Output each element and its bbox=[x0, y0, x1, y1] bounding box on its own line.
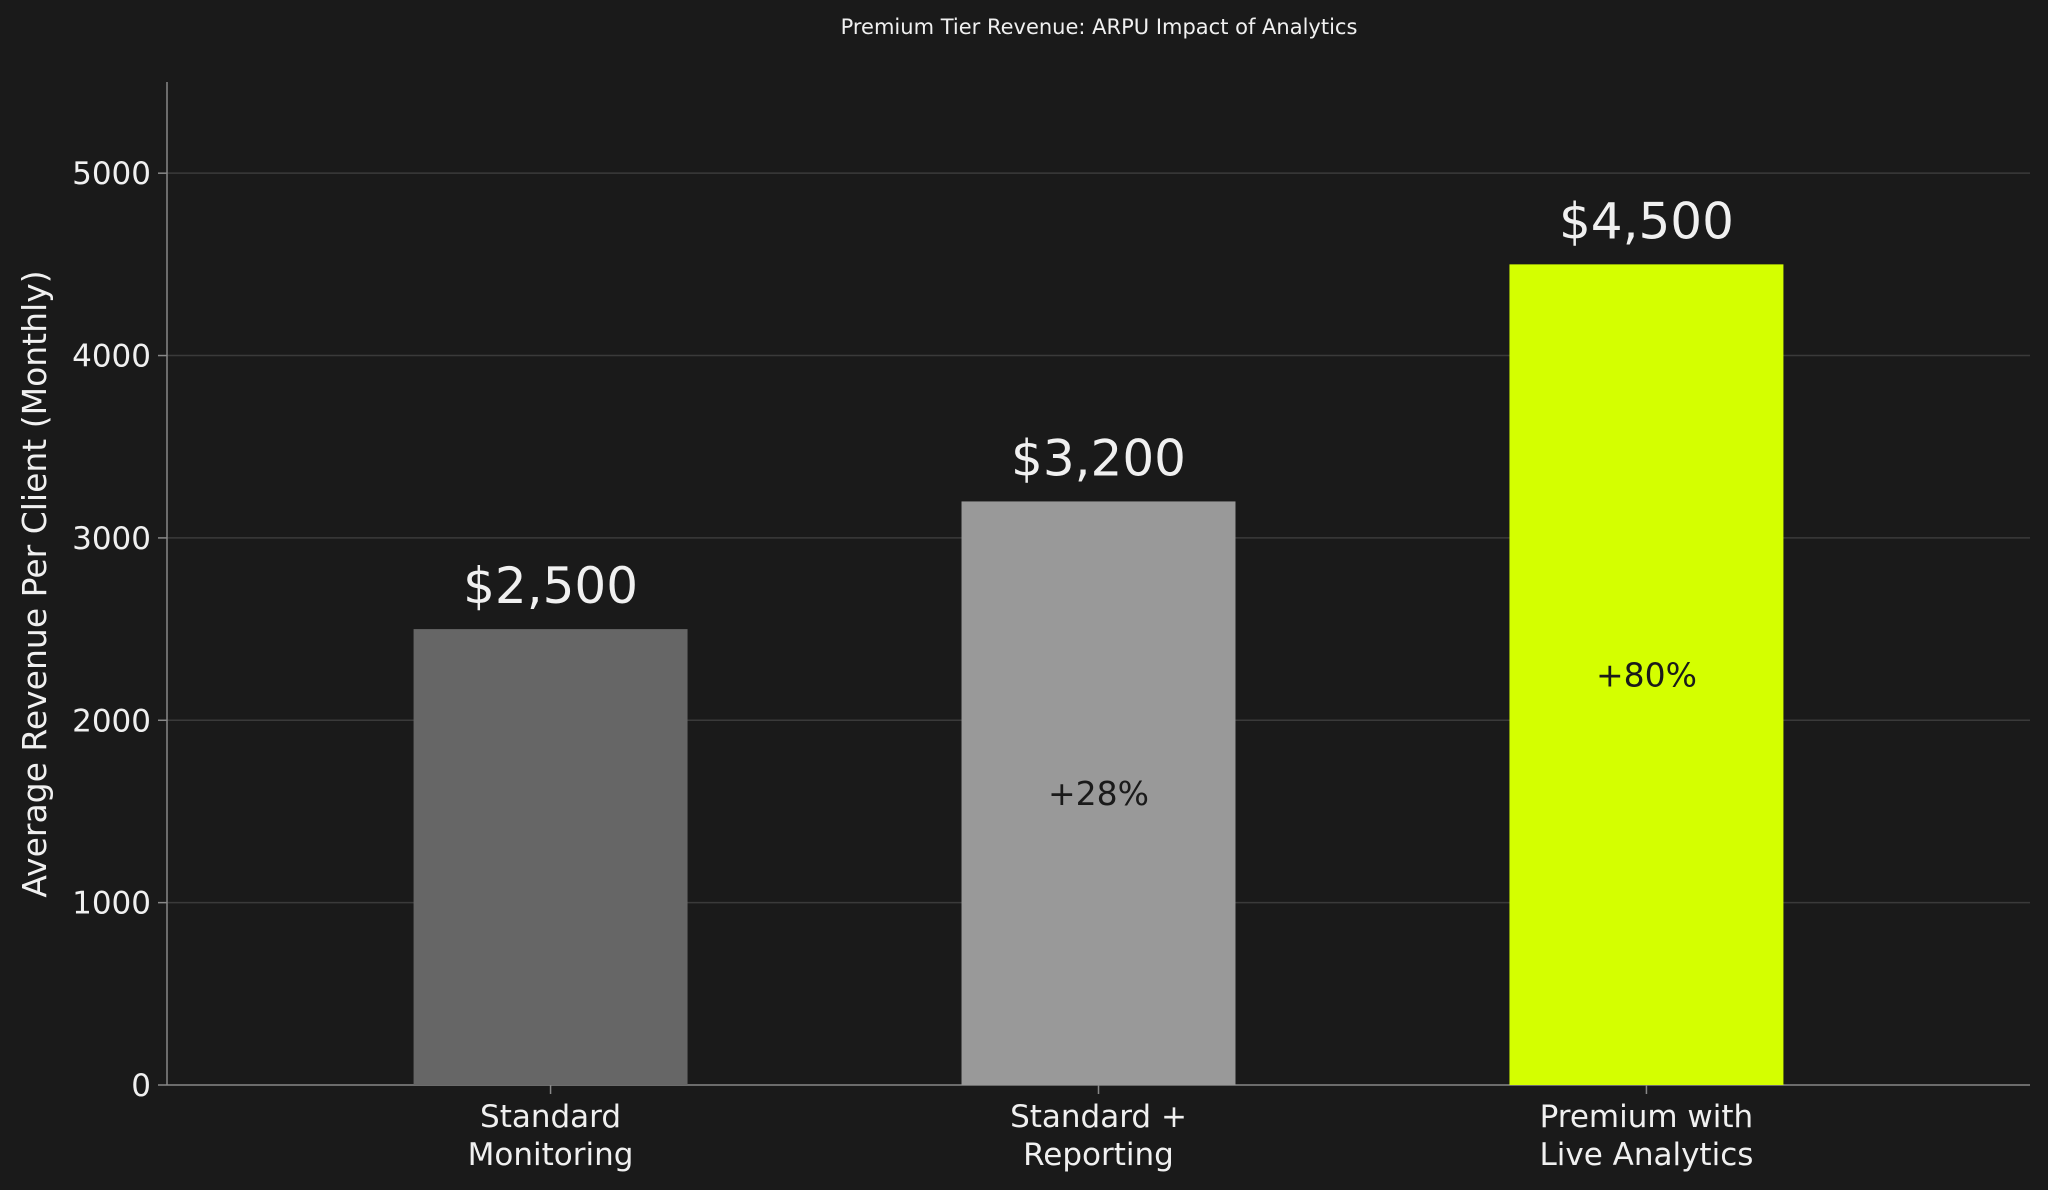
x-tick-label: Live Analytics bbox=[1539, 1137, 1753, 1173]
y-tick-label: 4000 bbox=[72, 339, 151, 375]
bar bbox=[1509, 264, 1784, 1085]
bar bbox=[413, 629, 688, 1085]
y-tick-label: 0 bbox=[131, 1068, 151, 1104]
bars bbox=[413, 264, 1784, 1085]
value-label: $2,500 bbox=[463, 557, 638, 615]
pct-change-label: +80% bbox=[1596, 656, 1697, 695]
value-label: $3,200 bbox=[1011, 429, 1186, 487]
y-tick-label: 2000 bbox=[72, 703, 151, 739]
x-tick-label: Reporting bbox=[1023, 1137, 1174, 1173]
y-axis-label: Average Revenue Per Client (Monthly) bbox=[15, 270, 54, 897]
y-tick-label: 5000 bbox=[72, 156, 151, 192]
x-tick-label: Standard bbox=[480, 1099, 621, 1135]
bar bbox=[961, 501, 1236, 1085]
pct-change-label: +28% bbox=[1048, 774, 1149, 813]
y-tick-label: 3000 bbox=[72, 521, 151, 557]
value-label: $4,500 bbox=[1559, 192, 1734, 250]
chart-title: Premium Tier Revenue: ARPU Impact of Ana… bbox=[841, 15, 1358, 39]
x-tick-label: Monitoring bbox=[468, 1137, 634, 1173]
data-labels: $2,500 $3,200 +28% $4,500 +80% bbox=[463, 192, 1734, 813]
x-tick-label: Standard + bbox=[1010, 1099, 1187, 1135]
y-tick-label: 1000 bbox=[72, 886, 151, 922]
x-tick-label: Premium with bbox=[1540, 1099, 1754, 1135]
